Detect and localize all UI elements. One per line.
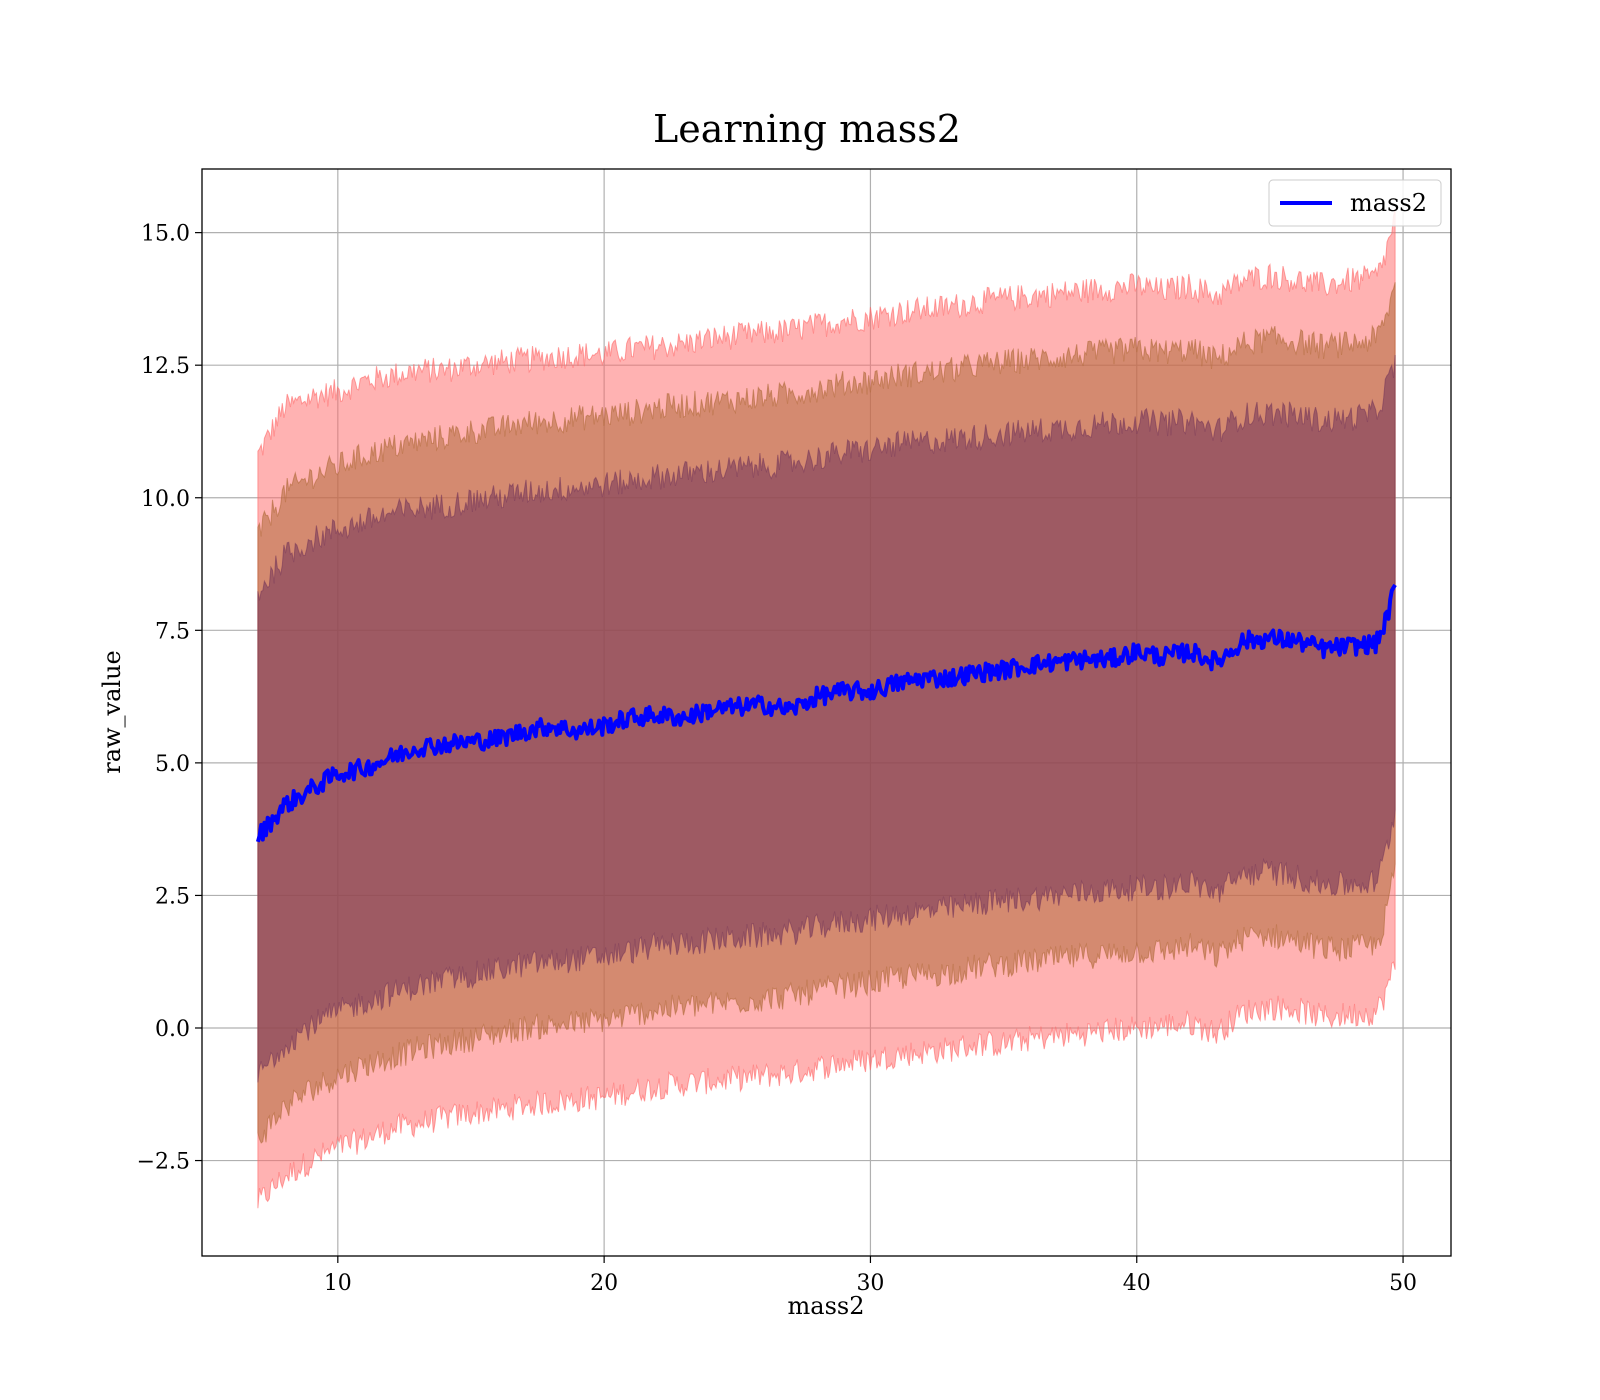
legend-box bbox=[1268, 179, 1442, 227]
y-tick-label-6: 12.5 bbox=[141, 354, 190, 379]
y-tick-label-7: 15.0 bbox=[141, 222, 190, 247]
chart-title: Learning mass2 bbox=[653, 107, 961, 151]
y-tick-label-0: −2.5 bbox=[137, 1150, 190, 1175]
y-tick-label-5: 10.0 bbox=[141, 487, 190, 512]
y-tick-label-1: 0.0 bbox=[155, 1017, 190, 1042]
series-lines bbox=[255, 583, 1397, 843]
series-line-mass2 bbox=[255, 583, 1397, 843]
legend-label-mass2: mass2 bbox=[1350, 189, 1427, 217]
x-tick-label-3: 40 bbox=[1123, 1271, 1151, 1296]
x-axis-label: mass2 bbox=[788, 1292, 865, 1320]
x-tick-label-1: 20 bbox=[590, 1271, 618, 1296]
y-tick-label-3: 5.0 bbox=[155, 752, 190, 777]
y-axis-label: raw_value bbox=[98, 650, 126, 774]
x-tick-label-0: 10 bbox=[324, 1271, 352, 1296]
y-tick-label-4: 7.5 bbox=[155, 619, 190, 644]
confidence-bands bbox=[257, 209, 1396, 1209]
x-tick-label-4: 50 bbox=[1389, 1271, 1417, 1296]
band-2 bbox=[257, 354, 1396, 1083]
x-tick-label-2: 30 bbox=[856, 1271, 884, 1296]
legend: mass2 bbox=[1268, 179, 1442, 227]
plot-frame bbox=[201, 168, 1452, 1257]
axis-ticks: 10 20 30 40 50 −2.5 0.0 2.5 5.0 7.5 10.0 12.5 15.0 bbox=[137, 222, 1417, 1296]
y-tick-label-2: 2.5 bbox=[155, 884, 190, 909]
